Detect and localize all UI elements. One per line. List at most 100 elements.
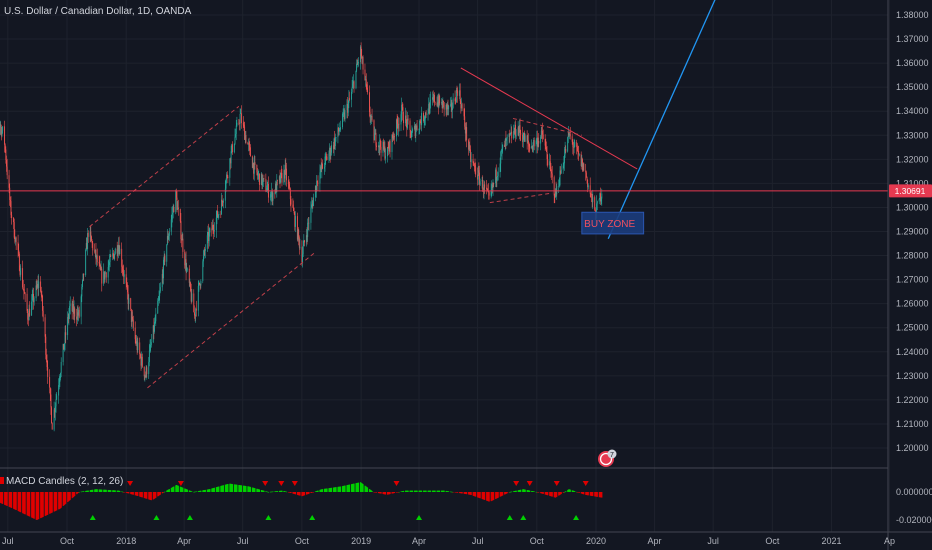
macd-bar — [94, 489, 96, 492]
candle-body — [527, 140, 529, 142]
candle-body — [430, 99, 432, 101]
candle-body — [414, 125, 415, 130]
candle-body — [292, 204, 294, 208]
candle-body — [383, 146, 385, 149]
macd-bar — [266, 491, 268, 492]
candle-body — [225, 179, 227, 189]
candle-body — [265, 178, 267, 192]
macd-bar — [270, 491, 272, 493]
macd-bar — [555, 492, 557, 498]
candlestick-series[interactable] — [0, 42, 603, 432]
macd-bar — [184, 488, 187, 492]
macd-bar — [545, 492, 548, 495]
macd-bar — [573, 490, 575, 492]
macd-bar — [423, 490, 425, 492]
macd-bar — [33, 492, 35, 519]
candle-body — [40, 291, 42, 295]
candle-body — [478, 170, 480, 173]
trendline-drawings[interactable] — [89, 0, 719, 389]
macd-bar — [281, 490, 283, 492]
buy-zone-rect[interactable] — [581, 211, 645, 235]
macd-bar — [347, 484, 349, 492]
trendline-channel-upper — [89, 106, 240, 228]
macd-bar — [107, 489, 109, 492]
buy-zone[interactable]: BUY ZONE — [581, 211, 645, 235]
macd-bar — [474, 492, 476, 497]
candle-body — [375, 132, 377, 146]
macd-bar — [531, 490, 533, 492]
candle-body — [206, 235, 208, 249]
candle-body — [520, 132, 522, 135]
time-tick-label: Apr — [412, 536, 426, 546]
candle-body — [387, 147, 388, 157]
macd-bar — [172, 487, 174, 492]
candle-body — [114, 248, 116, 255]
sell-signal-marker — [582, 481, 589, 486]
candle-body — [127, 292, 129, 304]
candle-body — [414, 125, 416, 137]
candle-body — [28, 308, 30, 321]
buy-signal-marker — [89, 515, 96, 520]
candle-body — [451, 102, 453, 111]
candle-body — [274, 192, 276, 194]
macd-bar — [331, 487, 333, 492]
candle-body — [343, 112, 345, 114]
candle-body — [230, 158, 231, 164]
candle-body — [148, 362, 150, 375]
macd-bar — [334, 487, 336, 492]
candle-body — [364, 69, 366, 81]
macd-bar — [256, 488, 258, 492]
macd-bar — [179, 486, 181, 492]
macd-bar — [387, 492, 389, 495]
candle-body — [96, 255, 98, 260]
candle-body — [313, 197, 314, 206]
candle-body — [574, 142, 576, 147]
price-axis[interactable]: 1.38000 1.37000 1.36000 1.35000 1.34000 1.330… — [896, 10, 929, 453]
candle-body — [419, 120, 421, 123]
candle-body — [439, 95, 441, 104]
candle-body — [4, 144, 6, 150]
price-tick-label: 1.32000 — [896, 154, 929, 164]
macd-bar — [168, 489, 170, 492]
candle-body — [148, 350, 150, 363]
macd-bar — [191, 491, 193, 492]
macd-legend[interactable]: MACD Candles (2, 12, 26) — [0, 476, 123, 487]
macd-bar — [569, 489, 571, 492]
candle-body — [249, 147, 251, 157]
candle-body — [18, 250, 20, 254]
macd-bar — [466, 492, 468, 495]
alert-icon[interactable]: 7 — [598, 449, 617, 468]
macd-bar — [587, 492, 589, 496]
time-axis[interactable]: Jul Oct 2018 Apr Jul Oct 2019 Apr Jul Oct 2020 Apr J… — [2, 536, 895, 546]
macd-bar — [305, 492, 308, 495]
candle-body — [325, 156, 327, 157]
macd-histogram[interactable] — [0, 482, 603, 520]
macd-axis[interactable]: 0.000000 -0.020000 — [896, 487, 932, 525]
macd-bar — [110, 490, 112, 492]
macd-bar — [152, 492, 154, 500]
macd-bar — [562, 492, 564, 493]
price-tick-label: 1.37000 — [896, 34, 929, 44]
candle-body — [389, 141, 391, 153]
candle-body — [567, 132, 569, 138]
macd-bar — [28, 492, 30, 517]
candle-body — [143, 366, 145, 377]
candle-body — [352, 83, 354, 88]
macd-bar — [267, 492, 270, 493]
macd-bar — [590, 492, 593, 496]
macd-bar — [414, 490, 416, 492]
candle-body — [540, 130, 542, 137]
trendline-wedge-upper — [512, 117, 582, 136]
macd-bar — [477, 492, 479, 498]
macd-bar — [376, 492, 378, 493]
macd-bar — [121, 491, 123, 493]
candle-body — [365, 79, 367, 81]
macd-bar — [293, 492, 295, 494]
candle-body — [81, 286, 83, 297]
candle-body — [330, 152, 332, 157]
macd-bar — [218, 486, 220, 492]
macd-bar — [108, 490, 110, 492]
candle-body — [446, 104, 448, 110]
macd-bar — [342, 485, 344, 492]
candle-body — [500, 151, 502, 152]
